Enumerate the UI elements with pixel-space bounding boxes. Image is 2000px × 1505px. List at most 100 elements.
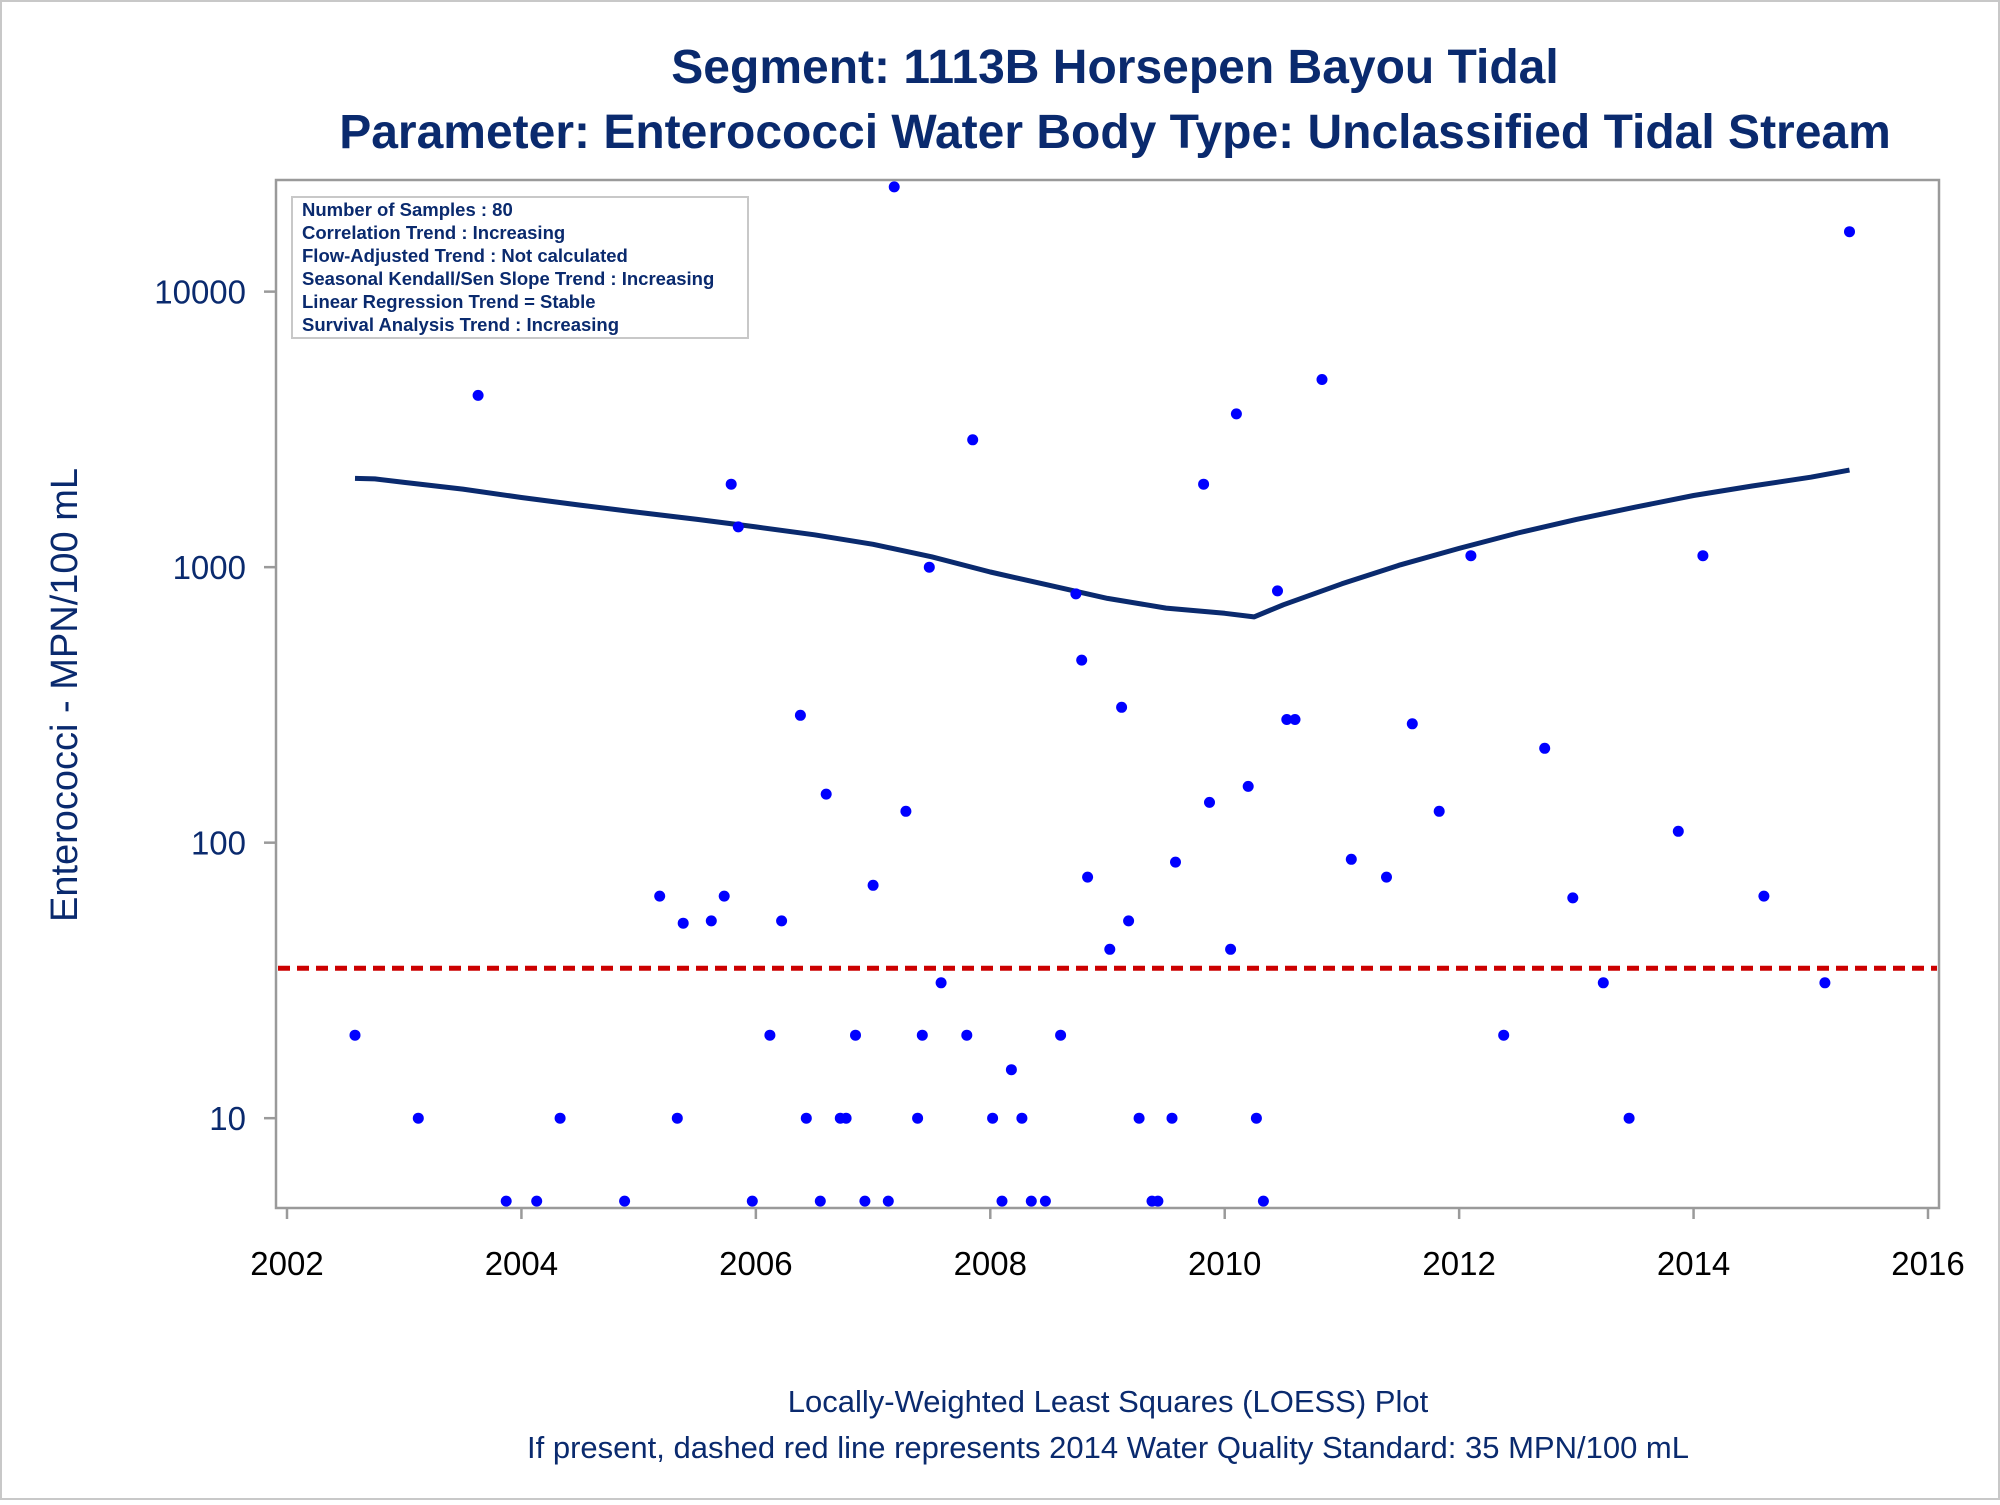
sample-point: [1381, 871, 1392, 883]
x-tick-label: 2004: [485, 1245, 558, 1282]
stats-box-frame: [291, 196, 749, 339]
y-tick-label: 1000: [173, 549, 246, 586]
y-tick-label: 10: [209, 1100, 246, 1137]
x-tick-label: 2016: [1891, 1245, 1964, 1282]
loess-line: [354, 467, 1850, 620]
stats-line-seasonal-kendall: Seasonal Kendall/Sen Slope Trend : Incre…: [302, 268, 714, 289]
sample-point: [671, 1112, 683, 1124]
y-tick-label: 100: [191, 825, 246, 862]
stats-line-linear-regression: Linear Regression Trend = Stable: [302, 291, 596, 312]
sample-point: [764, 1029, 776, 1041]
sample-point: [1406, 718, 1418, 730]
sample-point: [725, 478, 737, 490]
sample-point: [1623, 1112, 1635, 1124]
sample-point: [935, 977, 947, 989]
sample-point: [1272, 585, 1283, 597]
sample-point: [859, 1195, 871, 1207]
sample-point: [705, 915, 717, 927]
sample-point: [1123, 915, 1135, 927]
sample-point: [619, 1195, 631, 1207]
footnote-standard: If present, dashed red line represents 2…: [527, 1430, 1689, 1465]
sample-point: [923, 561, 935, 573]
sample-point: [916, 1029, 928, 1041]
plot-area: [274, 178, 1941, 1210]
sample-point: [1082, 871, 1094, 883]
y-axis-label: Enterococci - MPN/100 mL: [44, 468, 86, 922]
sample-point: [1005, 1064, 1017, 1076]
sample-point: [1170, 856, 1181, 868]
sample-point: [1016, 1112, 1028, 1124]
sample-point: [718, 890, 730, 902]
sample-point: [1230, 408, 1242, 420]
sample-point: [1076, 654, 1088, 666]
sample-point: [472, 389, 484, 401]
x-tick-label: 2002: [250, 1245, 323, 1282]
sample-point: [1539, 742, 1551, 754]
sample-point: [677, 917, 689, 929]
sample-point: [1198, 478, 1210, 490]
sample-point: [1345, 853, 1357, 865]
sample-point: [746, 1195, 758, 1207]
sample-point: [1025, 1195, 1037, 1207]
sample-point: [500, 1195, 512, 1207]
sample-point: [1257, 1195, 1269, 1207]
sample-point: [1166, 1112, 1178, 1124]
sample-point: [800, 1112, 812, 1124]
sample-point: [1672, 825, 1684, 837]
sample-point: [1819, 977, 1831, 989]
x-tick-label: 2012: [1422, 1245, 1495, 1282]
y-tick-label: 10000: [154, 274, 246, 311]
stats-line-samples: Number of Samples : 80: [302, 199, 513, 220]
sample-point: [1204, 796, 1215, 808]
sample-point: [1844, 226, 1855, 238]
sample-point: [1104, 943, 1116, 955]
sample-point: [1281, 714, 1293, 725]
stats-line-flow-adjusted: Flow-Adjusted Trend : Not calculated: [302, 245, 628, 266]
stats-line-correlation: Correlation Trend : Increasing: [302, 222, 565, 243]
sample-point: [349, 1029, 361, 1041]
sample-point: [1758, 890, 1770, 902]
sample-point: [840, 1112, 852, 1124]
x-axis: 2002 2004 2006 2008 2010 2012 2014 2016: [250, 1208, 1965, 1282]
sample-point: [531, 1195, 543, 1207]
sample-point: [850, 1029, 861, 1041]
sample-point: [867, 879, 879, 891]
sample-point: [1316, 374, 1328, 385]
sample-point: [1433, 805, 1445, 817]
sample-point: [732, 521, 744, 533]
x-tick-label: 2006: [719, 1245, 792, 1282]
sample-point: [1055, 1029, 1067, 1041]
sample-point: [1250, 1112, 1262, 1124]
chart-title: Segment: 1113B Horsepen Bayou Tidal: [671, 41, 1558, 94]
sample-point: [1152, 1195, 1164, 1207]
sample-point: [996, 1195, 1008, 1207]
x-tick-label: 2008: [954, 1245, 1027, 1282]
sample-point: [1465, 550, 1477, 562]
sample-point: [412, 1112, 424, 1124]
y-axis: 10 100 1000 10000: [154, 274, 276, 1137]
sample-point: [776, 915, 788, 927]
stats-box: Number of Samples : 80 Correlation Trend…: [291, 196, 749, 339]
sample-point: [814, 1195, 826, 1207]
sample-point: [1039, 1195, 1051, 1207]
footnote-loess: Locally-Weighted Least Squares (LOESS) P…: [788, 1384, 1429, 1419]
x-tick-label: 2010: [1188, 1245, 1261, 1282]
sample-point: [882, 1195, 894, 1207]
sample-point: [1116, 701, 1128, 713]
sample-point: [1133, 1112, 1145, 1124]
sample-point: [1289, 714, 1301, 725]
sample-point: [794, 709, 806, 721]
sample-point: [900, 805, 912, 817]
sample-point: [888, 181, 900, 193]
sample-point: [1242, 780, 1254, 792]
sample-point: [654, 890, 666, 902]
chart-subtitle: Parameter: Enterococci Water Body Type: …: [339, 106, 1891, 159]
sample-point: [1697, 550, 1709, 562]
sample-point: [554, 1112, 566, 1124]
sample-point: [1597, 977, 1609, 989]
sample-point: [1225, 943, 1237, 955]
sample-point: [987, 1112, 999, 1124]
stats-line-survival: Survival Analysis Trend : Increasing: [302, 314, 619, 335]
